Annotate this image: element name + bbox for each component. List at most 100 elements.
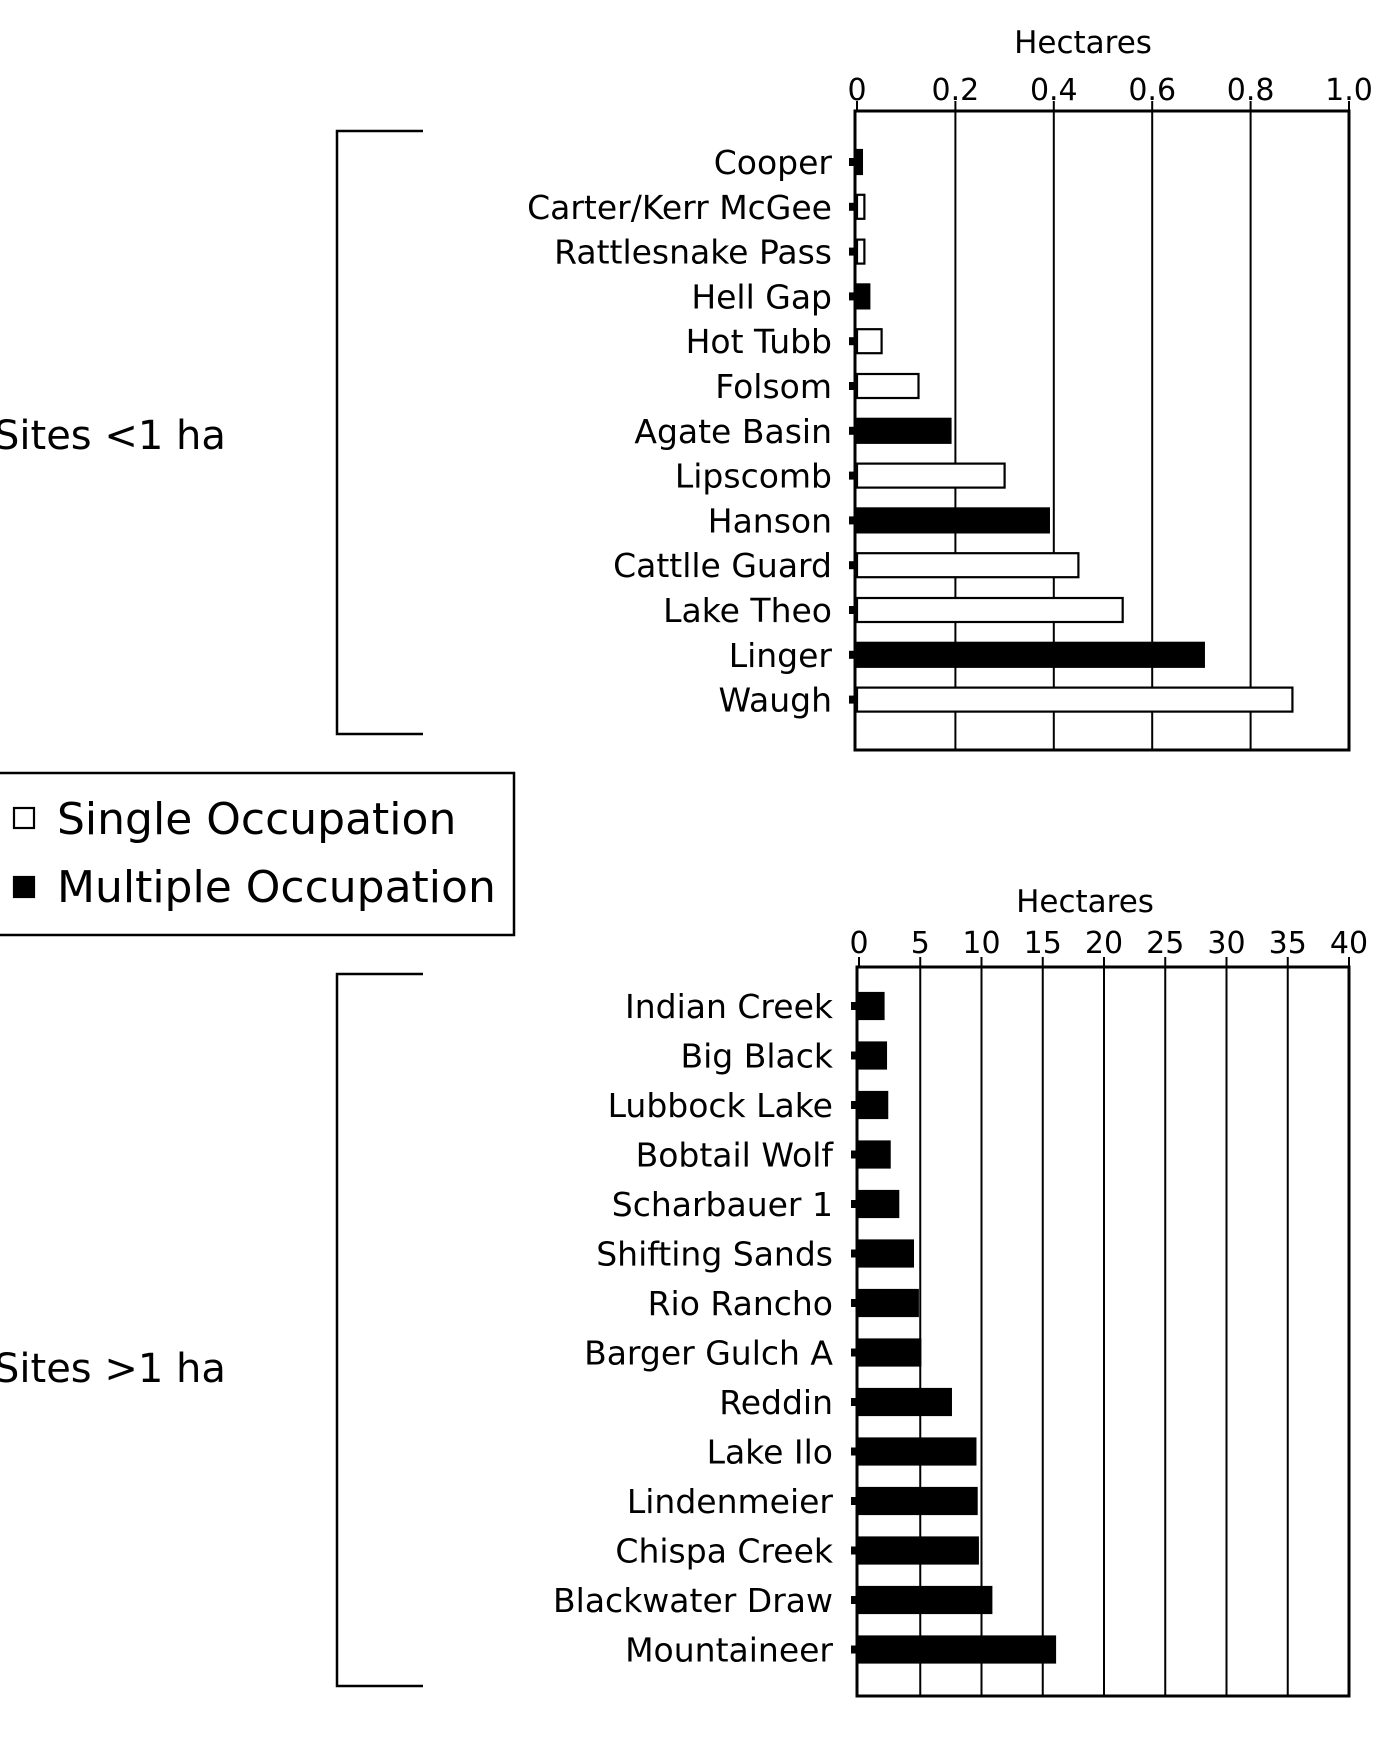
category-label: Cooper	[714, 143, 833, 182]
category-label: Bobtail Wolf	[636, 1136, 835, 1175]
bar-lipscomb	[855, 462, 1006, 489]
bar-folsom	[855, 372, 920, 400]
gridlines-large	[919, 967, 1289, 1696]
bar-rattlesnake-pass	[855, 238, 866, 265]
category-tick	[851, 1249, 859, 1258]
category-label: Barger Gulch A	[584, 1334, 833, 1373]
bars-small	[849, 148, 1294, 713]
legend-box	[0, 771, 516, 937]
legend-label-multiple: Multiple Occupation	[57, 862, 496, 913]
bar-reddin	[857, 1387, 952, 1417]
bars-large	[851, 991, 1057, 1664]
category-tick	[849, 202, 857, 211]
bar-lindenmeier	[857, 1486, 978, 1516]
bar-cattlle-guard	[855, 552, 1080, 579]
category-tick	[849, 695, 857, 704]
category-label: Agate Basin	[634, 412, 832, 451]
category-label: Big Black	[680, 1037, 833, 1076]
category-tick	[851, 1596, 859, 1604]
category-tick	[851, 1299, 859, 1307]
bar-lake-theo	[855, 596, 1124, 624]
category-label: Linger	[729, 636, 833, 675]
category-label: Blackwater Draw	[553, 1581, 833, 1620]
category-tick	[851, 1002, 859, 1010]
category-label: Hell Gap	[691, 277, 832, 316]
category-label: Cattlle Guard	[613, 546, 832, 585]
bar-barger-gulch-a	[857, 1338, 922, 1367]
x-tick-labels-large: 0 5 10 15 20 25 30 35 40	[849, 926, 1368, 967]
category-tick	[849, 426, 857, 435]
category-label: Hot Tubb	[686, 322, 832, 361]
category-tick	[851, 1051, 859, 1060]
category-label: Rattlesnake Pass	[554, 233, 832, 272]
bar-blackwater-draw	[857, 1585, 993, 1615]
category-tick	[851, 1497, 859, 1505]
x-tick-label: 0	[849, 926, 868, 961]
bar-indian-creek	[857, 991, 885, 1021]
category-label: Folsom	[715, 367, 832, 406]
bar-lubbock-lake	[857, 1090, 889, 1120]
category-tick	[849, 561, 857, 570]
bar-carter-kerr-mcgee	[855, 193, 866, 220]
x-tick-label: 35	[1269, 926, 1307, 961]
category-label: Rio Rancho	[648, 1284, 833, 1323]
x-tick-label: 5	[911, 926, 930, 961]
x-tick-label: 0	[847, 73, 866, 108]
category-label: Shifting Sands	[596, 1235, 833, 1274]
bar-waugh	[855, 686, 1294, 713]
x-tick-label: 15	[1024, 926, 1062, 961]
category-label: Mountaineer	[625, 1631, 833, 1670]
legend-swatch-single	[12, 806, 36, 830]
bar-chispa-creek	[857, 1536, 979, 1565]
legend-label-single: Single Occupation	[57, 794, 456, 845]
category-label: Lubbock Lake	[608, 1086, 833, 1125]
x-axis-title-large: Hectares	[1016, 884, 1154, 920]
category-label: Reddin	[719, 1383, 833, 1422]
x-tick-label: 30	[1207, 926, 1245, 961]
bar-hanson	[855, 507, 1050, 534]
category-tick	[851, 1101, 859, 1109]
x-tick-label: 25	[1146, 926, 1184, 961]
category-tick	[851, 1348, 859, 1357]
x-tick-label: 20	[1085, 926, 1123, 961]
category-label: Scharbauer 1	[612, 1185, 833, 1224]
category-tick	[849, 650, 857, 659]
category-tick	[849, 158, 857, 166]
category-label: Hanson	[708, 501, 832, 540]
category-tick	[851, 1645, 859, 1654]
category-label: Carter/Kerr McGee	[527, 188, 832, 227]
group-label-small: Sites <1 ha	[0, 413, 226, 459]
category-tick	[851, 1546, 859, 1555]
bar-hot-tubb	[855, 328, 883, 355]
plot-frame-large	[855, 965, 1351, 1698]
category-label: Lake Ilo	[707, 1433, 833, 1472]
legend-swatch-multiple	[12, 875, 36, 899]
bar-cooper	[855, 148, 864, 176]
category-tick	[849, 292, 857, 301]
category-tick	[849, 247, 857, 256]
group-label-large: Sites >1 ha	[0, 1346, 226, 1392]
bar-bobtail-wolf	[857, 1140, 891, 1169]
x-tick-label: 10	[962, 926, 1000, 961]
chart-large-sites: Hectares 0 5 10 15 20 25 30 35 40 Indian Creek Bi…	[553, 884, 1368, 1698]
category-label: Lipscomb	[675, 457, 832, 496]
bar-big-black	[857, 1041, 888, 1070]
bar-scharbauer-1	[857, 1189, 900, 1219]
category-tick	[851, 1447, 859, 1456]
bar-agate-basin	[855, 417, 952, 444]
bracket-large-sites	[335, 972, 423, 1688]
category-tick	[849, 606, 857, 614]
category-tick	[851, 1398, 859, 1406]
bar-hell-gap	[855, 283, 871, 310]
x-tick-label: 40	[1330, 926, 1368, 961]
x-tick-labels-small: 0 0.2 0.4 0.6 0.8 1.0	[847, 73, 1373, 111]
chart-small-sites: Hectares 0 0.2 0.4 0.6 0.8 1.0 Cooper Carter/K…	[527, 25, 1373, 752]
category-label: Chispa Creek	[615, 1532, 833, 1571]
legend: Single Occupation Multiple Occupation	[0, 771, 516, 937]
category-label: Indian Creek	[625, 987, 834, 1026]
bar-rio-rancho	[857, 1288, 919, 1318]
category-label: Lake Theo	[663, 591, 832, 630]
bar-shifting-sands	[857, 1239, 915, 1268]
x-axis-title-small: Hectares	[1014, 25, 1152, 61]
